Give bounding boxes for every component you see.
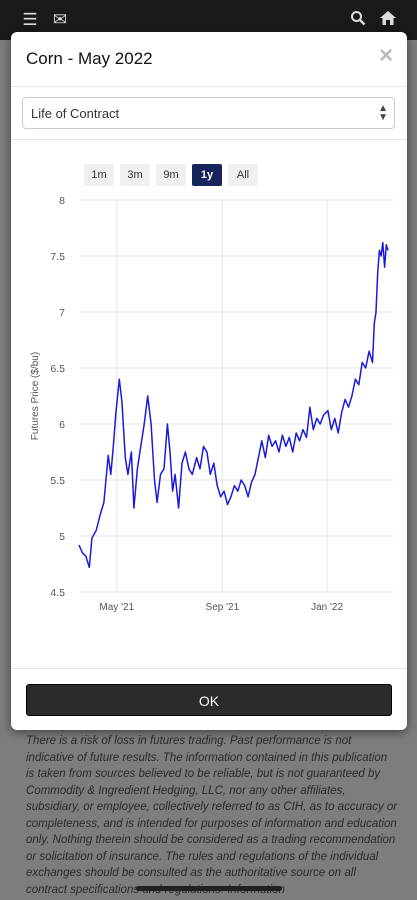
y-axis-label: Futures Price ($/bu) [30, 352, 41, 440]
y-tick-label: 7 [59, 307, 65, 319]
x-tick-label: Sep '21 [206, 602, 240, 613]
modal-header: Corn - May 2022 × [11, 32, 407, 87]
close-button[interactable]: × [378, 42, 393, 69]
divider [11, 668, 407, 669]
period-select[interactable]: Life of Contract ▲ ▼ [22, 97, 395, 129]
y-tick-label: 7.5 [50, 251, 65, 263]
y-tick-label: 5.5 [50, 475, 65, 487]
y-tick-label: 6 [59, 419, 65, 431]
range-button-1m[interactable]: 1m [84, 164, 114, 186]
chart-modal: Corn - May 2022 × Life of Contract ▲ ▼ 1m… [11, 32, 407, 730]
futures-price-chart: 4.5 5 5.5 6 6.5 7 7.5 8 May '21 Sep '21 Jan '22 Fut… [30, 195, 394, 613]
ok-button[interactable]: OK [26, 684, 392, 716]
range-button-9m[interactable]: 9m [156, 164, 186, 186]
y-tick-label: 8 [59, 195, 65, 207]
range-button-all[interactable]: All [228, 164, 258, 186]
range-button-1y[interactable]: 1y [192, 164, 222, 186]
home-indicator [136, 886, 282, 891]
price-line [78, 241, 389, 569]
y-tick-label: 5 [59, 531, 65, 543]
mail-icon[interactable]: ✉ [52, 10, 68, 29]
risk-disclaimer: There is a risk of loss in futures tradi… [26, 735, 398, 896]
x-tick-label: May '21 [99, 602, 134, 613]
modal-title: Corn - May 2022 [26, 49, 153, 68]
period-select-value: Life of Contract [31, 106, 120, 121]
menu-icon[interactable]: ☰ [22, 10, 38, 29]
x-tick-label: Jan '22 [311, 602, 343, 613]
search-icon[interactable] [348, 10, 368, 30]
home-icon[interactable] [378, 10, 398, 30]
range-button-3m[interactable]: 3m [120, 164, 150, 186]
y-tick-label: 6.5 [50, 363, 65, 375]
y-tick-label: 4.5 [50, 587, 65, 599]
divider [11, 139, 407, 140]
chevron-updown-icon: ▲ ▼ [378, 103, 388, 123]
